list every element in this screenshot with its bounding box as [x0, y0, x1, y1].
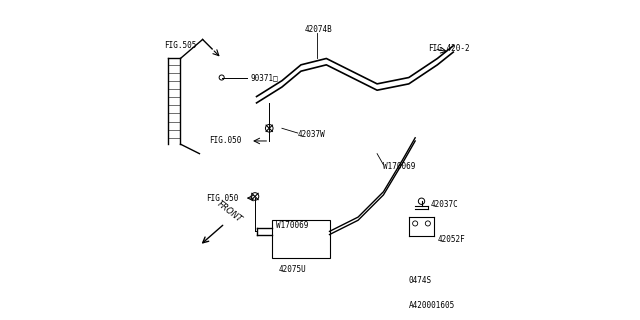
Text: 42074B: 42074B	[304, 25, 332, 35]
Text: 42075U: 42075U	[279, 265, 307, 274]
Text: 90371□: 90371□	[250, 73, 278, 82]
Text: FIG.420-2: FIG.420-2	[428, 44, 470, 53]
Text: FRONT: FRONT	[215, 199, 243, 224]
Text: 42037C: 42037C	[431, 200, 459, 209]
Text: W170069: W170069	[276, 220, 308, 229]
Text: FIG.050: FIG.050	[206, 194, 238, 203]
Text: FIG.050: FIG.050	[209, 136, 241, 146]
Text: A420001605: A420001605	[409, 301, 455, 310]
Text: 42052F: 42052F	[437, 235, 465, 244]
Text: W170069: W170069	[383, 162, 416, 171]
Bar	[273, 220, 330, 258]
Text: 0474S: 0474S	[409, 276, 432, 285]
Text: 42037W: 42037W	[298, 130, 326, 139]
Text: FIG.505: FIG.505	[164, 41, 197, 50]
